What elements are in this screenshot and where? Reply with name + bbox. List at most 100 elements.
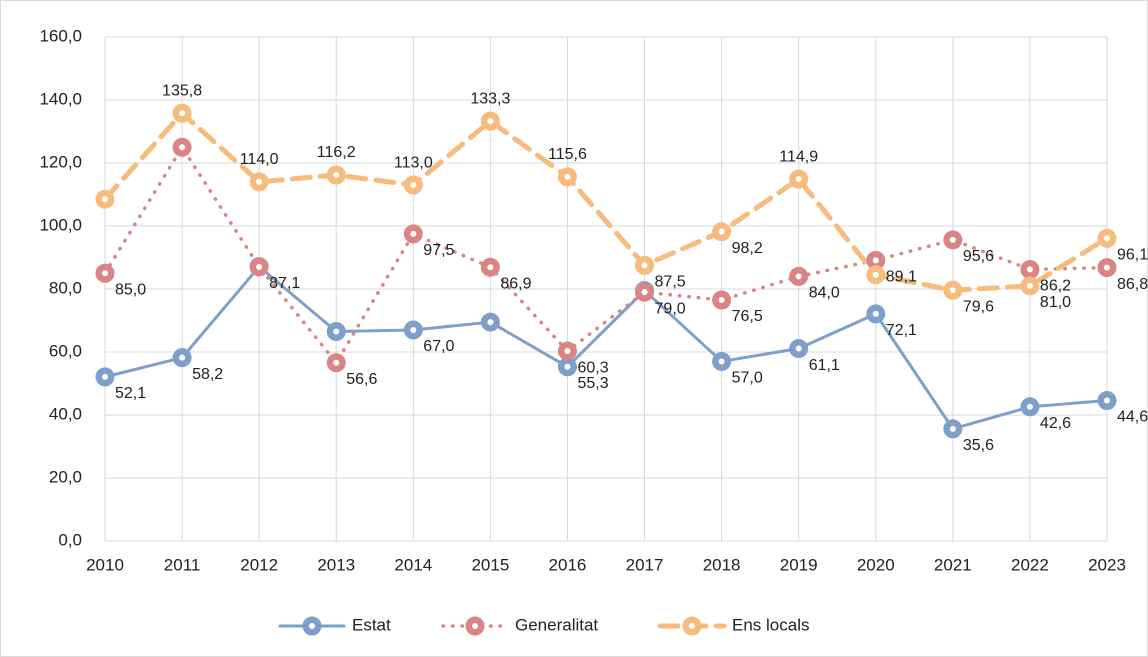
legend-label: Ens locals [732,615,809,634]
marker [302,616,322,636]
data-label: 95,6 [963,248,994,265]
marker-dot [102,196,108,203]
marker-dot [410,326,417,333]
marker-dot [1104,235,1110,242]
x-tick-label: 2017 [626,555,664,574]
marker-dot [1026,266,1033,273]
marker-dot [309,623,315,629]
marker-dot [564,363,571,370]
legend-label: Generalitat [515,615,598,634]
y-tick-label: 120,0 [39,152,82,171]
marker [172,348,192,368]
marker-dot [872,310,879,317]
data-label: 35,6 [963,437,994,454]
marker-dot [718,228,725,235]
marker-dot [333,359,340,366]
data-label: 135,8 [162,82,202,99]
data-label: 79,0 [655,300,686,317]
data-label: 72,1 [886,322,917,339]
marker [480,312,500,332]
data-label: 98,2 [732,240,763,257]
x-tick-label: 2018 [703,555,741,574]
data-label: 44,6 [1117,409,1148,426]
marker [635,282,655,302]
x-tick-label: 2021 [934,555,972,574]
data-label: 96,1 [1117,247,1148,264]
y-tick-label: 40,0 [49,404,82,423]
marker [403,224,423,244]
marker [943,230,963,250]
legend-label: Estat [352,615,391,634]
data-label: 133,3 [470,90,510,107]
data-label: 97,5 [423,242,454,259]
marker-dot [795,176,802,183]
marker [480,111,500,131]
data-label: 87,5 [655,274,686,291]
x-tick-label: 2014 [394,555,432,574]
marker [943,280,963,300]
y-tick-label: 60,0 [49,341,82,360]
marker-dot [1104,397,1110,404]
data-label: 87,1 [269,275,300,292]
marker-dot [795,273,802,280]
marker [403,175,423,195]
marker-dot [718,297,725,304]
x-tick-label: 2020 [857,555,895,574]
x-tick-label: 2010 [86,555,124,574]
x-tick-label: 2019 [780,555,818,574]
marker [866,265,886,285]
marker [465,616,485,636]
marker [95,189,115,209]
marker [943,419,963,439]
marker [1020,259,1040,279]
marker-dot [102,373,108,380]
marker-dot [872,271,879,278]
data-label: 81,0 [1040,294,1071,311]
marker [789,339,809,359]
marker [326,165,346,185]
marker-dot [949,287,956,294]
marker-dot [487,319,494,326]
data-label: 56,6 [346,371,377,388]
marker [172,103,192,123]
x-tick-label: 2015 [471,555,509,574]
marker [1097,228,1117,248]
data-label: 86,9 [500,275,531,292]
marker [557,167,577,187]
marker-dot [179,144,186,151]
marker-dot [102,270,108,277]
data-label: 57,0 [732,370,763,387]
marker [1097,391,1117,411]
data-label: 58,2 [192,366,223,383]
data-label: 86,8 [1117,276,1148,293]
marker-dot [949,425,956,432]
data-label: 114,0 [240,151,279,168]
marker-dot [487,118,494,125]
marker-dot [256,178,263,185]
series-line [103,145,1109,365]
data-label: 115,6 [548,146,587,163]
data-label: 42,6 [1040,415,1071,432]
marker [326,322,346,342]
marker-dot [179,354,186,361]
marker [682,616,702,636]
y-tick-label: 100,0 [39,215,82,234]
data-label: 113,0 [394,154,433,171]
marker [712,351,732,371]
data-label: 67,0 [423,338,454,355]
data-label: 55,3 [577,375,608,392]
data-label: 52,1 [115,385,146,402]
marker-dot [472,623,478,629]
marker [326,353,346,373]
marker-dot [410,182,417,189]
data-label: 60,3 [577,359,608,376]
marker-dot [949,236,956,243]
y-tick-label: 20,0 [49,467,82,486]
marker-dot [1104,264,1110,271]
x-tick-label: 2011 [164,555,201,574]
marker [1097,258,1117,278]
marker-dot [333,328,340,335]
marker-dot [179,110,186,117]
